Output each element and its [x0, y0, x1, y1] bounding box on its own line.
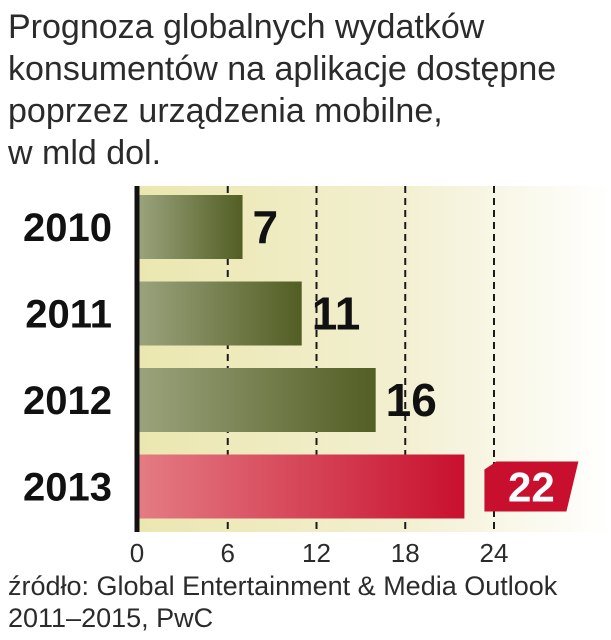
value-label-2011: 11	[312, 288, 361, 340]
value-badge-2013	[484, 461, 579, 512]
x-tick-label-0: 0	[130, 538, 144, 568]
chart-title: Prognoza globalnych wydatków konsumentów…	[8, 6, 608, 174]
chart-title-line-4: w mld dol.	[8, 134, 162, 172]
bar-2013	[139, 454, 465, 519]
bar-2011	[139, 281, 302, 346]
source-note: źródło: Global Entertainment & Media Out…	[8, 570, 608, 634]
category-label-2010: 2010	[23, 206, 112, 250]
category-label-2011: 2011	[25, 293, 112, 337]
category-label-2012: 2012	[23, 379, 112, 423]
chart-title-line-3: poprzez urządzenia mobilne,	[8, 92, 443, 130]
source-line-2: 2011–2015, PwC	[8, 603, 214, 633]
x-tick-label-24: 24	[480, 538, 509, 568]
bar-2012	[139, 368, 376, 432]
value-label-2012: 16	[386, 374, 437, 426]
x-tick-label-6: 6	[221, 538, 235, 568]
bar-2010	[139, 195, 243, 259]
chart-title-line-1: Prognoza globalnych wydatków	[8, 8, 485, 46]
value-label-2013: 22	[508, 464, 555, 511]
chart-title-line-2: konsumentów na aplikacje dostępne	[8, 50, 557, 88]
x-tick-label-12: 12	[302, 538, 331, 568]
source-line-1: źródło: Global Entertainment & Media Out…	[8, 571, 558, 601]
category-label-2013: 2013	[23, 466, 112, 510]
x-tick-label-18: 18	[391, 538, 420, 568]
value-label-2010: 7	[253, 201, 279, 253]
